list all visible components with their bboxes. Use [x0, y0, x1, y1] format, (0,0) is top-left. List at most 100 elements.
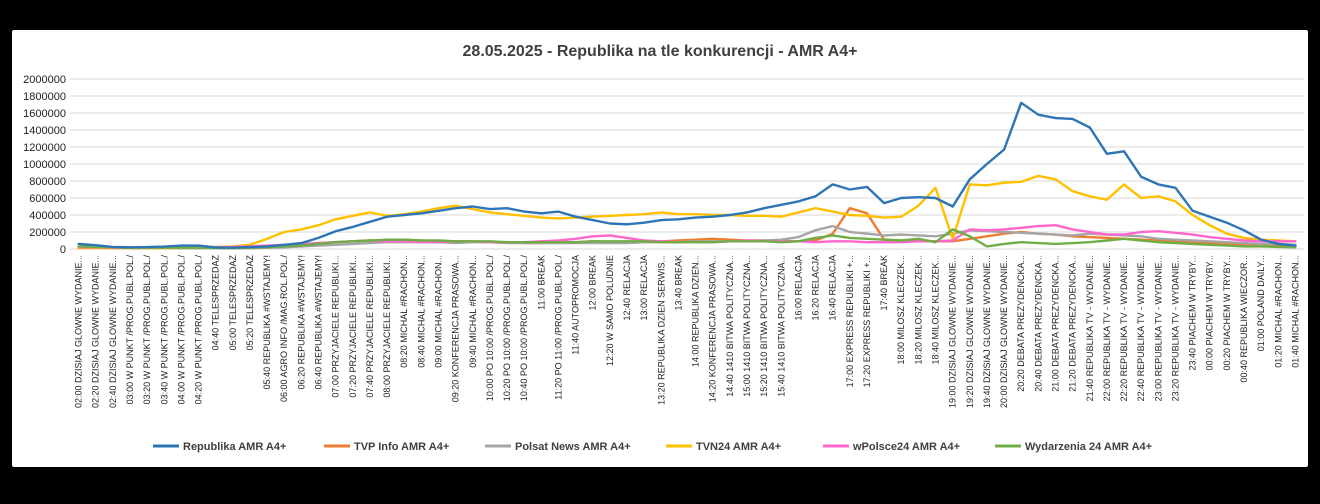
x-tick-label: 11:20 PO 11:00 /PROG.PUBL.POL./	[553, 255, 563, 400]
x-tick-label: 12:40 RELACJA	[622, 255, 632, 321]
x-tick-label: 08:40 MICHAL #RACHON...	[416, 255, 426, 368]
line-chart: 28.05.2025 - Republika na tle konkurencj…	[23, 43, 1304, 453]
x-tick-label: 11:00 BREAK	[536, 255, 546, 310]
chart-title: 28.05.2025 - Republika na tle konkurencj…	[463, 43, 858, 60]
series-line-4	[77, 223, 1297, 249]
x-tick-label: 07:40 PRZYJACIELE REPUBLIKI...	[365, 255, 375, 398]
x-tick-label: 18:40 MILOSZ KLECZEK...	[931, 255, 941, 365]
x-tick-label: 23:00 REPUBLIKA TV - WYDANIE...	[1153, 255, 1163, 401]
x-tick-label: 03:00 W PUNKT /PROG.PUBL.POL./	[125, 255, 135, 405]
y-tick-label: 800000	[29, 176, 66, 188]
x-tick-label: 08:00 PRZYJACIELE REPUBLIKI...	[382, 255, 392, 398]
x-tick-label: 02:00 DZISIAJ GLOWNE WYDANIE...	[74, 255, 84, 408]
x-tick-label: 17:20 EXPRESS REPUBLIKI +...	[862, 255, 872, 387]
x-tick-label: 19:40 DZISIAJ GLOWNE WYDANIE...	[982, 255, 992, 408]
x-tick-label: 06:00 AGRO INFO /MAG.ROL.POL./	[279, 255, 289, 403]
y-tick-label: 200000	[29, 227, 66, 239]
x-tick-label: 12:20 W SAMO POLUDNIE	[605, 255, 615, 366]
x-tick-label: 21:00 DEBATA PREZYDENCKA...	[1050, 255, 1060, 392]
x-tick-label: 06:40 REPUBLIKA #WSTAJEMY!	[314, 255, 324, 389]
x-tick-label: 15:00 1410 BITWA POLITYCZNA...	[742, 255, 752, 397]
x-tick-label: 00:40 REPUBLIKA WIECZOR...	[1239, 255, 1249, 383]
x-tick-label: 20:00 DZISIAJ GLOWNE WYDANIE...	[999, 255, 1009, 408]
x-tick-label: 06:20 REPUBLIKA #WSTAJEMY!	[296, 255, 306, 389]
x-tick-label: 12:00 BREAK	[588, 255, 598, 311]
y-tick-label: 2000000	[23, 74, 66, 86]
x-tick-label: 18:00 MILOSZ KLECZEK...	[896, 255, 906, 365]
x-tick-label: 16:00 RELACJA	[793, 255, 803, 321]
x-tick-label: 10:40 PO 10:00 /PROG.PUBL.POL./	[519, 255, 529, 402]
x-tick-label: 16:40 RELACJA	[828, 255, 838, 321]
y-tick-label: 600000	[29, 193, 66, 205]
x-tick-label: 21:40 REPUBLIKA TV - WYDANIE...	[1085, 255, 1095, 401]
x-tick-label: 18:20 MILOSZ KLECZEK...	[913, 255, 923, 365]
x-tick-label: 23:20 REPUBLIKA TV - WYDANIE...	[1170, 255, 1180, 401]
y-tick-label: 1800000	[23, 91, 66, 103]
x-tick-label: 13:40 BREAK	[673, 255, 683, 311]
legend: Republika AMR A4+ TVP Info AMR A4+ Polsat …	[153, 441, 1152, 453]
x-tick-label: 04:20 W PUNKT /PROG.PUBL.POL./	[194, 255, 204, 405]
x-tick-label: 22:20 REPUBLIKA TV - WYDANIE...	[1119, 255, 1129, 401]
y-tick-label: 1000000	[23, 159, 66, 171]
legend-label: Republika AMR A4+	[183, 441, 286, 453]
x-tick-label: 14:40 1410 BITWA POLITYCZNA...	[725, 255, 735, 397]
series-line-0	[77, 101, 1297, 249]
x-tick-label: 10:00 PO 10:00 /PROG.PUBL.POL./	[485, 255, 495, 402]
y-tick-label: 400000	[29, 210, 66, 222]
series-lines	[77, 101, 1297, 250]
x-tick-label: 09:20 KONFERENCJA PRASOWA...	[451, 255, 461, 402]
x-tick-label: 22:00 REPUBLIKA TV - WYDANIE...	[1102, 255, 1112, 401]
legend-label: TVN24 AMR A4+	[696, 441, 781, 453]
x-tick-label: 20:40 DEBATA PREZYDENCKA...	[1033, 255, 1043, 392]
x-tick-label: 00:20 PIACHEM W TRYBY...	[1222, 255, 1232, 371]
y-tick-label: 0	[60, 244, 66, 256]
x-tick-label: 01:40 MICHAL #RACHON...	[1290, 255, 1300, 368]
x-tick-label: 08:20 MICHAL #RACHON...	[399, 255, 409, 368]
x-tick-label: 04:00 W PUNKT /PROG.PUBL.POL./	[176, 255, 186, 405]
chart-card: 28.05.2025 - Republika na tle konkurencj…	[12, 30, 1308, 467]
x-tick-label: 05:20 TELESPRZEDAZ	[245, 254, 255, 350]
x-tick-label: 01:20 MICHAL #RACHON...	[1273, 255, 1283, 368]
x-tick-label: 15:20 1410 BITWA POLITYCZNA...	[759, 255, 769, 397]
x-tick-label: 04:40 TELESPRZEDAZ	[211, 254, 221, 350]
x-tick-label: 10:20 PO 10:00 /PROG.PUBL.POL./	[502, 255, 512, 402]
y-axis-ticks: 0 200000 400000 600000 800000 1000000 1200000 1…	[23, 74, 66, 256]
x-tick-label: 07:00 PRZYJACIELE REPUBLIKI...	[331, 255, 341, 398]
x-tick-label: 15:40 1410 BITWA POLITYCZNA...	[776, 255, 786, 397]
x-tick-label: 14:20 KONFERENCJA PRASOWA...	[708, 255, 718, 402]
x-tick-label: 03:40 W PUNKT /PROG.PUBL.POL./	[159, 255, 169, 405]
x-tick-label: 19:20 DZISIAJ GLOWNE WYDANIE...	[965, 255, 975, 408]
y-tick-label: 1600000	[23, 108, 66, 120]
series-line-5	[77, 228, 1297, 250]
y-tick-label: 1200000	[23, 142, 66, 154]
x-tick-label: 13:00 RELACJA	[639, 255, 649, 321]
x-tick-label: 14:00 REPUBLIKA DZIEN...	[691, 255, 701, 367]
legend-label: Wydarzenia 24 AMR A4+	[1025, 441, 1152, 453]
x-tick-label: 02:20 DZISIAJ GLOWNE WYDANIE...	[91, 255, 101, 408]
x-tick-label: 11:40 AUTOPROMOCJA	[571, 255, 581, 355]
series-line-3	[77, 174, 1297, 250]
x-axis-ticks: 02:00 DZISIAJ GLOWNE WYDANIE... 02:20 DZI…	[74, 254, 1301, 408]
x-tick-label: 23:40 PIACHEM W TRYBY...	[1188, 255, 1198, 371]
y-tick-label: 1400000	[23, 125, 66, 137]
x-tick-label: 13:20 REPUBLIKA DZIEN SERWIS...	[656, 255, 666, 405]
x-tick-label: 05:40 REPUBLIKA #WSTAJEMY!	[262, 255, 272, 389]
x-tick-label: 09:40 MICHAL #RACHON...	[468, 255, 478, 368]
legend-label: Polsat News AMR A4+	[515, 441, 631, 453]
x-tick-label: 17:40 BREAK	[879, 255, 889, 311]
gridlines	[70, 78, 1304, 250]
x-tick-label: 09:00 MICHAL #RACHON...	[433, 255, 443, 368]
legend-label: wPolsce24 AMR A4+	[852, 441, 960, 453]
x-tick-label: 05:00 TELESPRZEDAZ	[228, 254, 238, 350]
x-tick-label: 17:00 EXPRESS REPUBLIKI +...	[845, 255, 855, 387]
x-tick-label: 16:20 RELACJA	[811, 255, 821, 321]
x-tick-label: 03:20 W PUNKT /PROG.PUBL.POL./	[142, 255, 152, 405]
legend-label: TVP Info AMR A4+	[354, 441, 449, 453]
x-tick-label: 22:40 REPUBLIKA TV - WYDANIE...	[1136, 255, 1146, 401]
x-tick-label: 07:20 PRZYJACIELE REPUBLIKI...	[348, 255, 358, 398]
x-tick-label: 01:00 POLAND DAILY...	[1256, 255, 1266, 351]
x-tick-label: 00:00 PIACHEM W TRYBY...	[1205, 255, 1215, 371]
x-tick-label: 19:00 DZISIAJ GLOWNE WYDANIE...	[948, 255, 958, 408]
x-tick-label: 02:40 DZISIAJ GLOWNE WYDANIE...	[108, 255, 118, 408]
x-tick-label: 21:20 DEBATA PREZYDENCKA...	[1068, 255, 1078, 392]
